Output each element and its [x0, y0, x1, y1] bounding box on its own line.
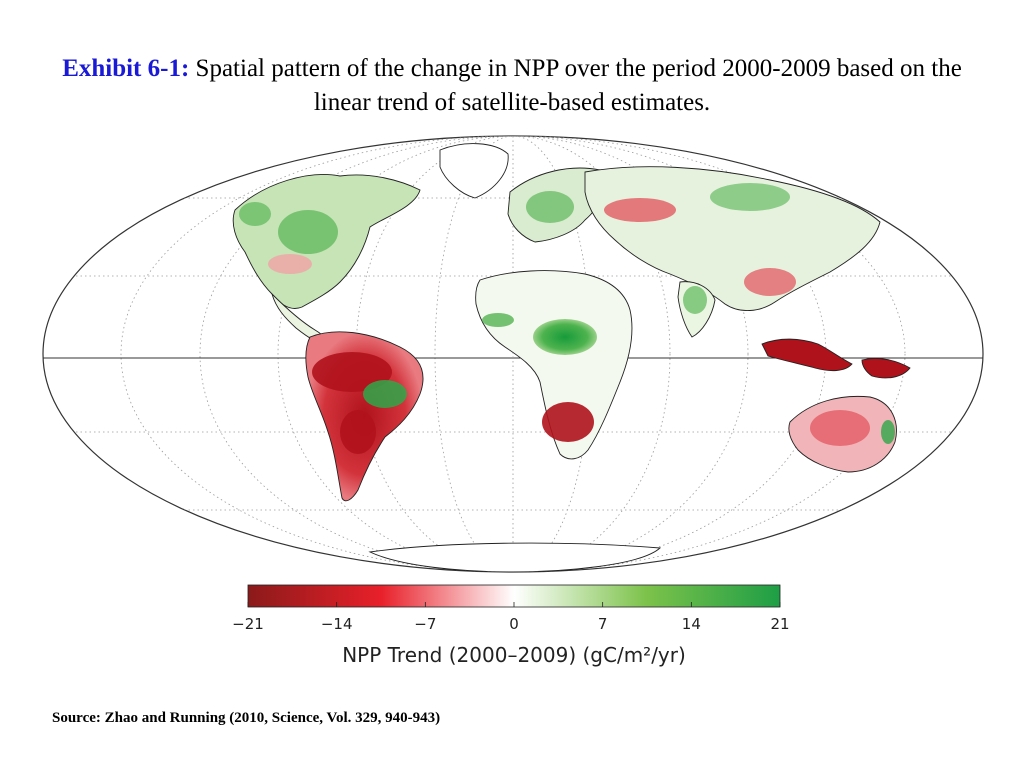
antarctica — [368, 542, 662, 572]
russia-decline — [604, 198, 676, 222]
colorbar-tick-label: 0 — [509, 615, 519, 633]
colorbar-ticks — [247, 602, 781, 607]
meridian-line — [355, 136, 671, 572]
west-africa-increase — [482, 313, 514, 327]
colorbar-tick-label: −7 — [414, 615, 436, 633]
east-australia-increase — [881, 420, 895, 444]
trend-hotspots — [239, 183, 895, 454]
colorbar-tick-label: −14 — [321, 615, 353, 633]
colorbar-tick-label: −21 — [232, 615, 264, 633]
australia-decline — [810, 410, 870, 446]
usa-mixed — [268, 254, 312, 274]
brazil-increase — [363, 380, 407, 408]
alaska-increase — [239, 202, 271, 226]
africa — [475, 270, 633, 460]
source-citation: Source: Zhao and Running (2010, Science,… — [52, 710, 441, 726]
colorbar-label: NPP Trend (2000–2009) (gC/m²/yr) — [342, 643, 686, 667]
india-increase — [683, 286, 707, 314]
europe-increase — [526, 191, 574, 223]
indonesia — [761, 338, 853, 372]
canada-increase — [278, 210, 338, 254]
siberia-increase — [710, 183, 790, 211]
greenland — [439, 143, 509, 199]
meridian-line — [120, 136, 906, 572]
central-africa-increase — [533, 319, 597, 355]
new-guinea — [861, 357, 911, 379]
colorbar-legend: −21 −14 −7 0 7 14 21 NPP Trend (2000–2009) (gC… — [232, 584, 790, 667]
slide-title: Exhibit 6-1: Spatial pattern of the chan… — [40, 52, 984, 120]
colorbar-tick-label: 14 — [682, 615, 701, 633]
colorbar-tick-label: 7 — [598, 615, 608, 633]
china-decline — [744, 268, 796, 296]
southern-cone-decline — [340, 410, 376, 454]
colorbar-tick-label: 21 — [770, 615, 789, 633]
colorbar-tick-labels: −21 −14 −7 0 7 14 21 — [232, 615, 789, 633]
amazon-decline — [312, 352, 392, 392]
title-text: Spatial pattern of the change in NPP ove… — [195, 55, 962, 116]
meridian-line — [277, 136, 749, 572]
world-npp-map — [42, 135, 984, 573]
southern-africa-decline — [542, 402, 594, 442]
exhibit-label: Exhibit 6-1: — [62, 55, 190, 82]
